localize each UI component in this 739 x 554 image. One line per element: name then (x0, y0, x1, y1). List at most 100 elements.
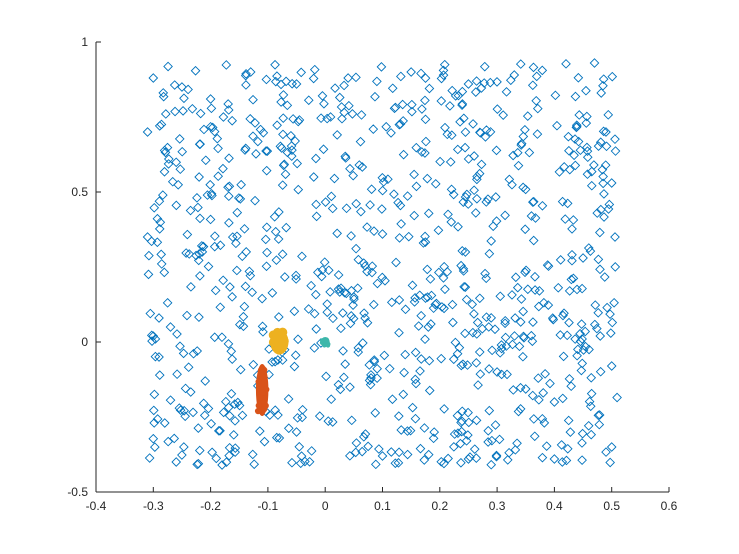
scatter-point (472, 317, 483, 328)
scatter-point (446, 184, 457, 195)
scatter-point (453, 428, 463, 438)
scatter-point (513, 406, 524, 417)
scatter-point (194, 312, 204, 323)
scatter-point (526, 330, 537, 341)
scatter-point (183, 84, 193, 95)
scatter-point (327, 417, 338, 427)
scatter-point (282, 147, 293, 158)
scatter-point (207, 190, 217, 201)
scatter-point (254, 426, 265, 436)
scatter-point (460, 247, 471, 257)
scatter-point (581, 118, 592, 128)
scatter-point (458, 263, 469, 274)
scatter-point (224, 410, 235, 421)
scatter-point (463, 430, 473, 440)
scatter-point (311, 153, 321, 164)
scatter-point (226, 388, 237, 399)
x-tick-label: -0.1 (258, 499, 279, 513)
scatter-point (144, 250, 154, 261)
scatter-point (438, 70, 449, 80)
scatter-point (531, 95, 542, 106)
scatter-point (362, 317, 373, 328)
scatter-point (589, 58, 600, 68)
scatter-point (528, 414, 539, 424)
scatter-point (237, 410, 248, 421)
scatter-point (272, 120, 282, 131)
scatter-point (297, 251, 307, 262)
scatter-point (533, 373, 544, 384)
scatter-point (508, 150, 518, 161)
scatter-point (234, 400, 245, 411)
scatter-point (292, 158, 303, 169)
scatter-point (540, 368, 550, 379)
scatter-point (218, 163, 228, 174)
scatter-point (171, 200, 182, 211)
scatter-point (281, 76, 291, 87)
scatter-point (564, 145, 574, 156)
scatter-point (413, 321, 424, 331)
scatter-point (436, 353, 447, 364)
scatter-point (159, 145, 170, 156)
scatter-point (336, 283, 346, 294)
scatter-point (474, 347, 485, 357)
scatter-point (487, 345, 497, 356)
scatter-point (333, 270, 344, 280)
scatter-point (147, 336, 157, 346)
scatter-point (520, 124, 530, 135)
scatter-point (245, 113, 256, 124)
scatter-point (410, 374, 421, 385)
scatter-point (500, 315, 511, 326)
scatter-point (357, 162, 368, 172)
scatter-point (292, 412, 303, 423)
scatter-point (235, 194, 246, 204)
scatter-point (407, 402, 418, 413)
scatter-point (533, 301, 544, 312)
scatter-point (420, 73, 431, 83)
scatter-point (577, 358, 588, 369)
scatter-point (434, 267, 444, 278)
scatter-point (318, 144, 329, 155)
scatter-point (606, 442, 617, 452)
scatter-point (422, 173, 433, 184)
scatter-point (528, 235, 539, 246)
scatter-point (317, 91, 328, 101)
scatter-point (586, 388, 597, 399)
scatter-point (262, 247, 272, 258)
scatter-point (276, 97, 286, 107)
cluster-point (262, 402, 269, 409)
scatter-point (549, 397, 560, 407)
scatter-point (343, 73, 353, 83)
scatter-point (564, 317, 574, 328)
scatter-point (559, 162, 570, 172)
scatter-point (148, 405, 159, 416)
scatter-point (463, 417, 474, 428)
scatter-point (582, 152, 593, 163)
scatter-point (530, 213, 541, 223)
scatter-point (458, 359, 468, 370)
scatter-point (449, 441, 459, 452)
scatter-point (218, 275, 228, 286)
scatter-point (329, 173, 340, 184)
scatter-point (569, 150, 579, 161)
x-tick-label: 0.3 (489, 499, 506, 513)
scatter-point (369, 356, 380, 367)
scatter-point (563, 131, 574, 142)
scatter-point (518, 182, 528, 193)
scatter-point (185, 387, 196, 397)
scatter-point (348, 313, 359, 324)
scatter-point (304, 456, 315, 467)
scatter-point (362, 266, 372, 277)
scatter-point (249, 459, 260, 470)
scatter-point (599, 212, 609, 222)
scatter-point (178, 106, 188, 116)
scatter-point (154, 224, 165, 234)
scatter-point (555, 330, 566, 340)
scatter-point (420, 95, 430, 106)
scatter-point (426, 319, 436, 329)
scatter-point (240, 70, 251, 81)
scatter-point (154, 313, 164, 323)
scatter-point (267, 357, 277, 367)
x-tick-label: 0.2 (431, 499, 448, 513)
scatter-point (258, 127, 269, 138)
scatter-point (150, 334, 161, 344)
